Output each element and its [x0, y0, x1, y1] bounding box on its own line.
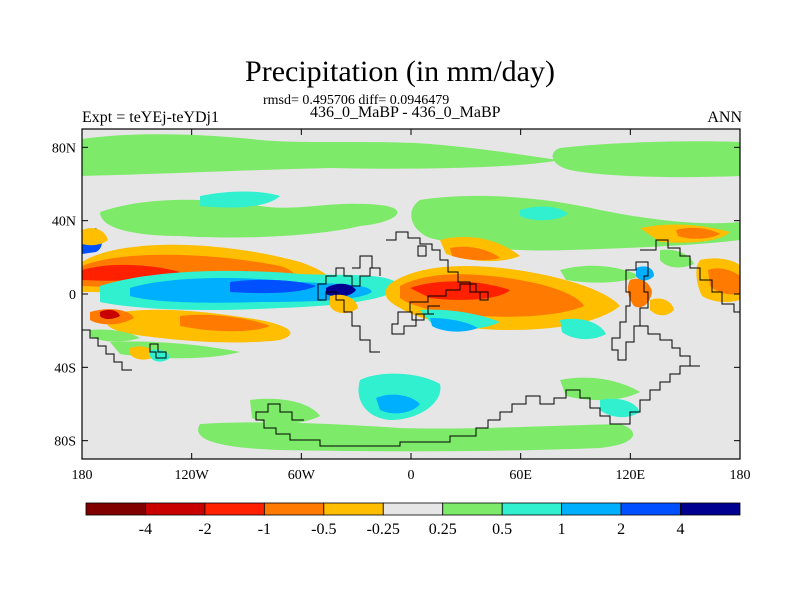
anomaly-patch-1 [82, 134, 560, 176]
colorbar-swatch-4 [263, 502, 325, 516]
coastline-1 [82, 329, 132, 371]
y-tick-label-4: 80S [54, 435, 76, 450]
anomaly-patch-31 [376, 394, 420, 414]
anomaly-patch-21 [90, 329, 140, 342]
colorbar-swatch-3 [204, 502, 265, 516]
anomaly-patch-3 [100, 199, 398, 238]
y-tick-label-0: 80N [52, 141, 76, 156]
anomaly-patch-34 [198, 422, 634, 452]
x-tick-label-2: 60W [288, 468, 316, 483]
colorbar-label-5: -0.25 [367, 521, 400, 538]
x-axis: 180 120W 60W 0 60E 120E 180 [72, 129, 751, 483]
colorbar-label-6: 0.25 [429, 521, 457, 538]
coastlines [82, 231, 740, 447]
anomaly-patch-19 [100, 309, 120, 319]
colorbar-swatch-5 [323, 502, 384, 516]
chart-title: Precipitation (in mm/day) [245, 55, 555, 88]
coastline-2 [386, 231, 489, 335]
colorbar-swatch-11 [680, 502, 741, 516]
coastline-11 [417, 245, 427, 257]
coastline-9 [402, 311, 434, 321]
colorbar-label-8: 1 [558, 521, 566, 538]
anomaly-patch-45 [560, 318, 606, 340]
y-tick-label-2: 0 [69, 288, 76, 303]
season-label: ANN [707, 109, 742, 126]
colorbar-label-1: -4 [139, 521, 152, 538]
anomaly-patch-44 [660, 249, 694, 268]
stats-label: rmsd= 0.495706 diff= 0.0946479 [263, 93, 450, 108]
anomaly-patch-5 [200, 191, 280, 208]
colorbar-swatch-6 [382, 502, 444, 516]
anomaly-patch-40 [708, 268, 740, 295]
y-axis: 80N 40N 0 40S 80S [52, 141, 740, 450]
anomaly-patch-41 [627, 278, 652, 308]
x-tick-label-6: 180 [730, 468, 751, 483]
coastline-10 [149, 343, 167, 359]
anomaly-patch-14 [230, 279, 316, 294]
anomaly-patch-32 [456, 383, 502, 421]
anomaly-patch-27 [560, 265, 640, 283]
colorbar-label-10: 4 [677, 521, 685, 538]
colorbar-swatch-7 [442, 502, 503, 516]
x-tick-label-1: 120W [175, 468, 210, 483]
anomaly-patch-29 [430, 318, 478, 332]
anomaly-patch-15 [326, 283, 356, 297]
anomaly-patch-42 [636, 266, 654, 281]
anomaly-patch-48 [150, 349, 170, 362]
x-tick-label-0: 180 [72, 468, 93, 483]
experiment-label: Expt = teYEj-teYDj1 [82, 109, 219, 126]
coastline-5 [640, 239, 740, 313]
colorbar-label-7: 0.5 [492, 521, 512, 538]
colorbar-swatch-1 [85, 502, 146, 516]
anomaly-details [82, 134, 740, 452]
x-tick-label-3: 0 [408, 468, 415, 483]
x-tick-label-4: 60E [509, 468, 532, 483]
coastline-7 [640, 325, 700, 367]
y-tick-label-1: 40N [52, 215, 76, 230]
y-tick-label-3: 40S [54, 361, 76, 376]
x-tick-label-5: 120E [616, 468, 646, 483]
anomaly-patch-26 [450, 246, 500, 261]
colorbar-swatch-8 [501, 502, 563, 516]
colorbar-label-2: -2 [198, 521, 211, 538]
coastline-4 [352, 255, 373, 269]
cases-label: 436_0_MaBP - 436_0_MaBP [310, 104, 501, 121]
anomaly-patch-2 [552, 141, 740, 178]
anomaly-patch-8 [82, 228, 108, 246]
colorbar-label-9: 2 [617, 521, 625, 538]
anomaly-patch-43 [650, 298, 674, 316]
colorbar-swatch-10 [620, 502, 681, 516]
colorbar: -4 -2 -1 -0.5 -0.25 0.25 0.5 1 2 4 [85, 502, 741, 538]
colorbar-label-4: -0.5 [311, 521, 336, 538]
anomaly-patch-38 [676, 227, 720, 239]
colorbar-swatch-9 [561, 502, 622, 516]
coastline-3 [317, 267, 381, 353]
colorbar-label-3: -1 [258, 521, 271, 538]
colorbar-swatch-2 [145, 502, 206, 516]
anomaly-patch-24 [410, 281, 510, 300]
coastline-8 [255, 365, 690, 447]
anomaly-patch-17 [180, 314, 270, 332]
coastline-6 [611, 261, 649, 361]
anomaly-patch-6 [520, 206, 568, 221]
